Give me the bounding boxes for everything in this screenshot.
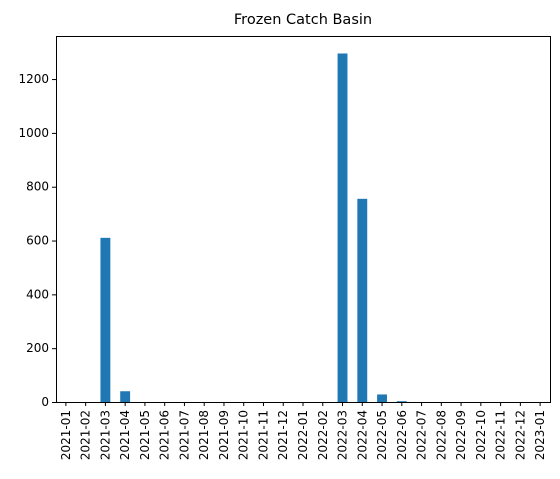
x-tick-label: 2021-05 — [138, 410, 152, 460]
x-tick-label: 2022-07 — [415, 410, 429, 460]
x-tick-label: 2021-03 — [98, 410, 112, 460]
y-tick-label: 400 — [26, 287, 49, 301]
x-tick-label: 2022-06 — [395, 410, 409, 460]
y-tick-label: 800 — [26, 180, 49, 194]
bar-2021-03 — [100, 237, 111, 402]
y-tick-label: 200 — [26, 341, 49, 355]
y-tick-label: 1000 — [18, 126, 49, 140]
x-tick-label: 2022-04 — [355, 410, 369, 460]
x-tick-label: 2021-11 — [256, 410, 270, 460]
x-tick-label: 2021-09 — [217, 410, 231, 460]
y-tick-label: 1200 — [18, 72, 49, 86]
bar-2021-04 — [120, 391, 131, 402]
y-tick-label: 0 — [41, 395, 49, 409]
y-axis: 0 200 400 600 800 1000 1200 — [18, 72, 56, 409]
x-tick-label: 2022-02 — [316, 410, 330, 460]
x-tick-label: 2022-05 — [375, 410, 389, 460]
x-tick-label: 2023-01 — [533, 410, 547, 460]
x-tick-label: 2022-09 — [454, 410, 468, 460]
x-tick-label: 2022-12 — [513, 410, 527, 460]
bar-2022-03 — [337, 53, 348, 402]
x-tick-label: 2021-10 — [237, 410, 251, 460]
x-tick-label: 2022-10 — [474, 410, 488, 460]
bars-group — [100, 53, 407, 402]
plot-frame — [56, 36, 551, 403]
x-tick-label: 2021-06 — [158, 410, 172, 460]
y-tick-label: 600 — [26, 234, 49, 248]
x-tick-label: 2022-01 — [296, 410, 310, 460]
x-tick-label: 2022-08 — [434, 410, 448, 460]
x-tick-label: 2022-03 — [336, 410, 350, 460]
x-tick-label: 2021-04 — [118, 410, 132, 460]
x-axis: 2021-01 2021-02 2021-03 2021-04 2021-05 2021-… — [59, 402, 547, 460]
bar-2022-06 — [396, 401, 407, 402]
x-tick-label: 2021-12 — [276, 410, 290, 460]
x-tick-label: 2021-01 — [59, 410, 73, 460]
x-tick-label: 2021-08 — [197, 410, 211, 460]
x-tick-label: 2022-11 — [494, 410, 508, 460]
chart-title: Frozen Catch Basin — [234, 12, 372, 28]
bar-2022-04 — [357, 198, 368, 402]
bar-2022-05 — [377, 394, 387, 402]
x-tick-label: 2021-07 — [177, 410, 191, 460]
x-tick-label: 2021-02 — [79, 410, 93, 460]
